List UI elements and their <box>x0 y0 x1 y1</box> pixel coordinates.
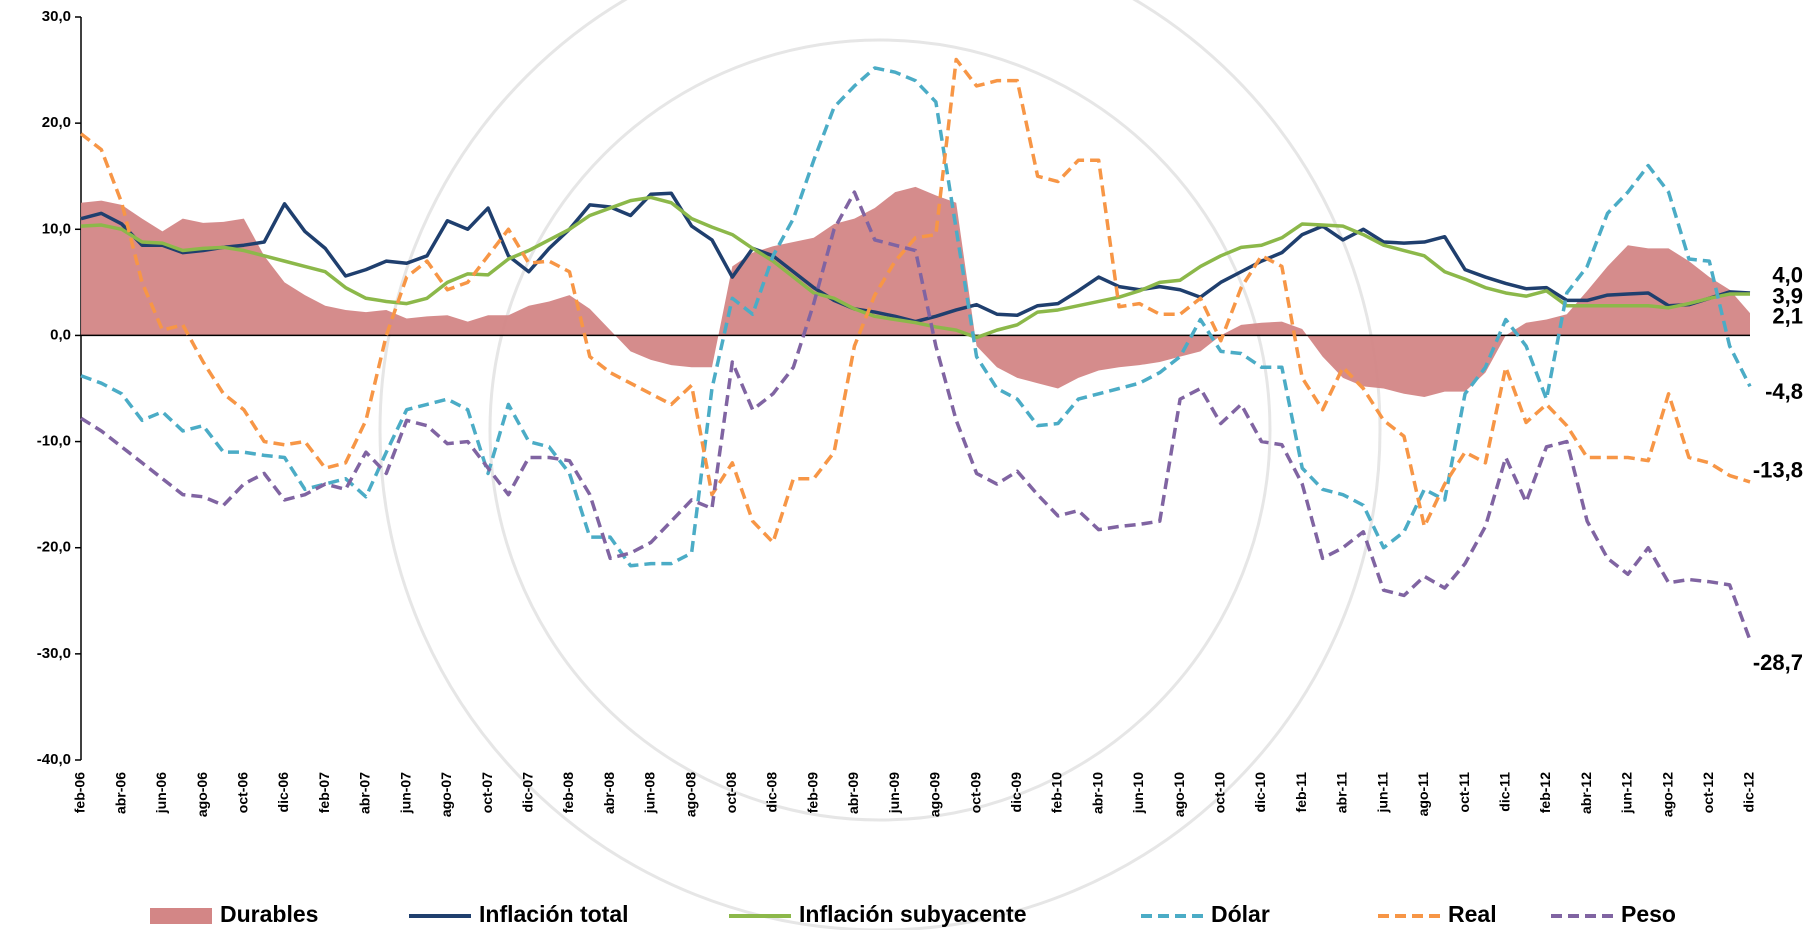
x-tick-label: feb-06 <box>72 772 88 813</box>
legend-label: Peso <box>1621 901 1676 927</box>
legend-label: Durables <box>220 901 318 927</box>
x-tick-label: abr-12 <box>1578 772 1594 814</box>
x-tick-label: abr-08 <box>601 772 617 814</box>
x-tick-label: ago-10 <box>1171 772 1187 817</box>
x-tick-label: jun-10 <box>1130 772 1146 814</box>
y-tick-label: -40,0 <box>37 751 71 768</box>
x-tick-label: dic-11 <box>1496 772 1512 812</box>
x-tick-label: feb-08 <box>560 772 576 813</box>
x-tick-label: oct-10 <box>1212 772 1228 813</box>
x-tick-label: jun-07 <box>397 772 413 814</box>
y-tick-label: 10,0 <box>42 220 71 237</box>
x-tick-label: feb-11 <box>1293 772 1309 813</box>
x-tick-label: dic-10 <box>1252 772 1268 813</box>
legend-label: Dólar <box>1211 901 1270 927</box>
x-tick-label: oct-08 <box>723 772 739 813</box>
value-label: 3,9 <box>1772 283 1803 308</box>
x-tick-label: dic-09 <box>1008 772 1024 813</box>
x-tick-label: ago-06 <box>194 772 210 817</box>
x-tick-label: jun-12 <box>1619 772 1635 814</box>
y-tick-label: -20,0 <box>37 539 71 556</box>
y-tick-label: -10,0 <box>37 433 71 450</box>
x-tick-label: jun-11 <box>1374 772 1390 814</box>
x-tick-label: oct-12 <box>1700 772 1716 813</box>
chart: -40,0-30,0-20,0-10,00,010,020,030,02,14,… <box>0 0 1808 930</box>
x-tick-label: jun-08 <box>642 772 658 814</box>
x-tick-label: ago-09 <box>927 772 943 817</box>
x-tick-label: ago-11 <box>1415 772 1431 817</box>
value-label: -13,8 <box>1753 457 1803 482</box>
legend-label: Inflación total <box>479 901 629 927</box>
x-tick-label: abr-09 <box>845 772 861 814</box>
x-tick-label: ago-12 <box>1659 772 1675 817</box>
x-tick-label: feb-12 <box>1537 772 1553 813</box>
x-tick-label: feb-09 <box>804 772 820 813</box>
y-tick-label: 30,0 <box>42 8 71 25</box>
x-tick-label: oct-11 <box>1456 772 1472 813</box>
x-tick-label: dic-08 <box>764 772 780 813</box>
x-tick-label: feb-07 <box>316 772 332 813</box>
x-tick-label: jun-09 <box>886 772 902 814</box>
y-tick-label: 20,0 <box>42 114 71 131</box>
x-tick-label: abr-07 <box>357 772 373 814</box>
x-tick-label: oct-06 <box>235 772 251 813</box>
x-tick-label: dic-06 <box>275 772 291 813</box>
x-tick-label: dic-12 <box>1741 772 1757 813</box>
x-tick-label: abr-06 <box>112 772 128 814</box>
x-tick-label: dic-07 <box>519 772 535 813</box>
x-tick-label: abr-10 <box>1089 772 1105 814</box>
legend-label: Real <box>1448 901 1497 927</box>
value-label: -28,7 <box>1753 650 1803 675</box>
x-tick-label: ago-08 <box>682 772 698 817</box>
x-tick-label: abr-11 <box>1334 772 1350 813</box>
x-tick-label: jun-06 <box>153 772 169 814</box>
x-tick-label: oct-07 <box>479 772 495 813</box>
y-tick-label: -30,0 <box>37 645 71 662</box>
value-label: -4,8 <box>1765 379 1803 404</box>
x-tick-label: oct-09 <box>967 772 983 813</box>
x-tick-label: feb-10 <box>1049 772 1065 813</box>
legend-swatch <box>150 908 212 924</box>
x-tick-label: ago-07 <box>438 772 454 817</box>
legend-label: Inflación subyacente <box>799 901 1027 927</box>
y-tick-label: 0,0 <box>50 326 71 343</box>
